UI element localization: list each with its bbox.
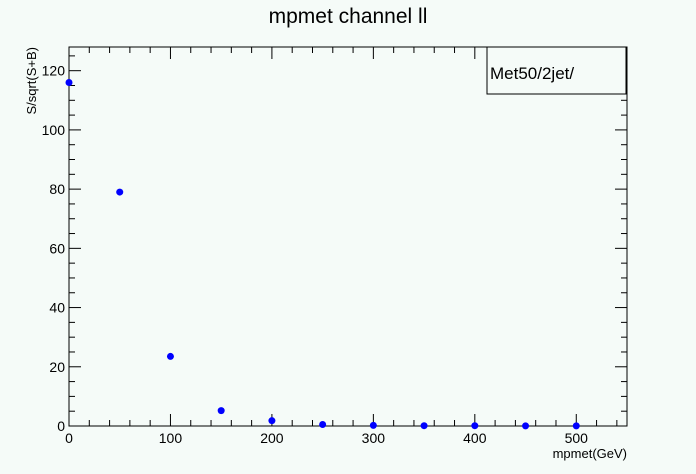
y-tick-label: 80 [49,181,65,197]
legend-box: Met50/2jet/ [486,46,627,95]
legend-text: Met50/2jet/ [490,64,574,83]
y-tick-label: 0 [57,418,65,434]
data-points [65,79,580,430]
data-point [319,421,327,429]
x-tick-label: 100 [159,430,183,446]
x-tick-label: 500 [565,430,589,446]
data-point [116,188,124,196]
data-point [572,422,580,430]
legend-frame [486,46,627,95]
y-tick-label: 100 [42,122,66,138]
data-point [166,352,174,360]
x-tick-label: 0 [65,430,73,446]
x-axis-label: mpmet(GeV) [553,446,627,461]
x-tick-label: 200 [260,430,284,446]
x-axis-tick-labels: 0 100 200 300 400 500 [65,430,588,446]
data-point [268,417,276,425]
y-tick-label: 40 [49,300,65,316]
y-tick-label: 60 [49,240,65,256]
y-axis-ticks [69,55,627,427]
data-point [217,407,225,415]
data-point [65,79,73,87]
y-tick-label: 120 [42,63,66,79]
y-axis-label: S/sqrt(S+B) [24,47,39,115]
data-point [471,422,479,430]
chart-title: mpmet channel ll [269,5,428,28]
y-axis-tick-labels: 0 20 40 60 80 100 120 [42,63,66,434]
data-point [522,422,530,430]
y-tick-label: 20 [49,359,65,375]
x-tick-label: 400 [463,430,487,446]
data-point [369,421,377,429]
x-axis-ticks [68,47,618,426]
data-point [420,422,428,430]
x-tick-label: 300 [362,430,386,446]
plot-frame [68,46,628,427]
